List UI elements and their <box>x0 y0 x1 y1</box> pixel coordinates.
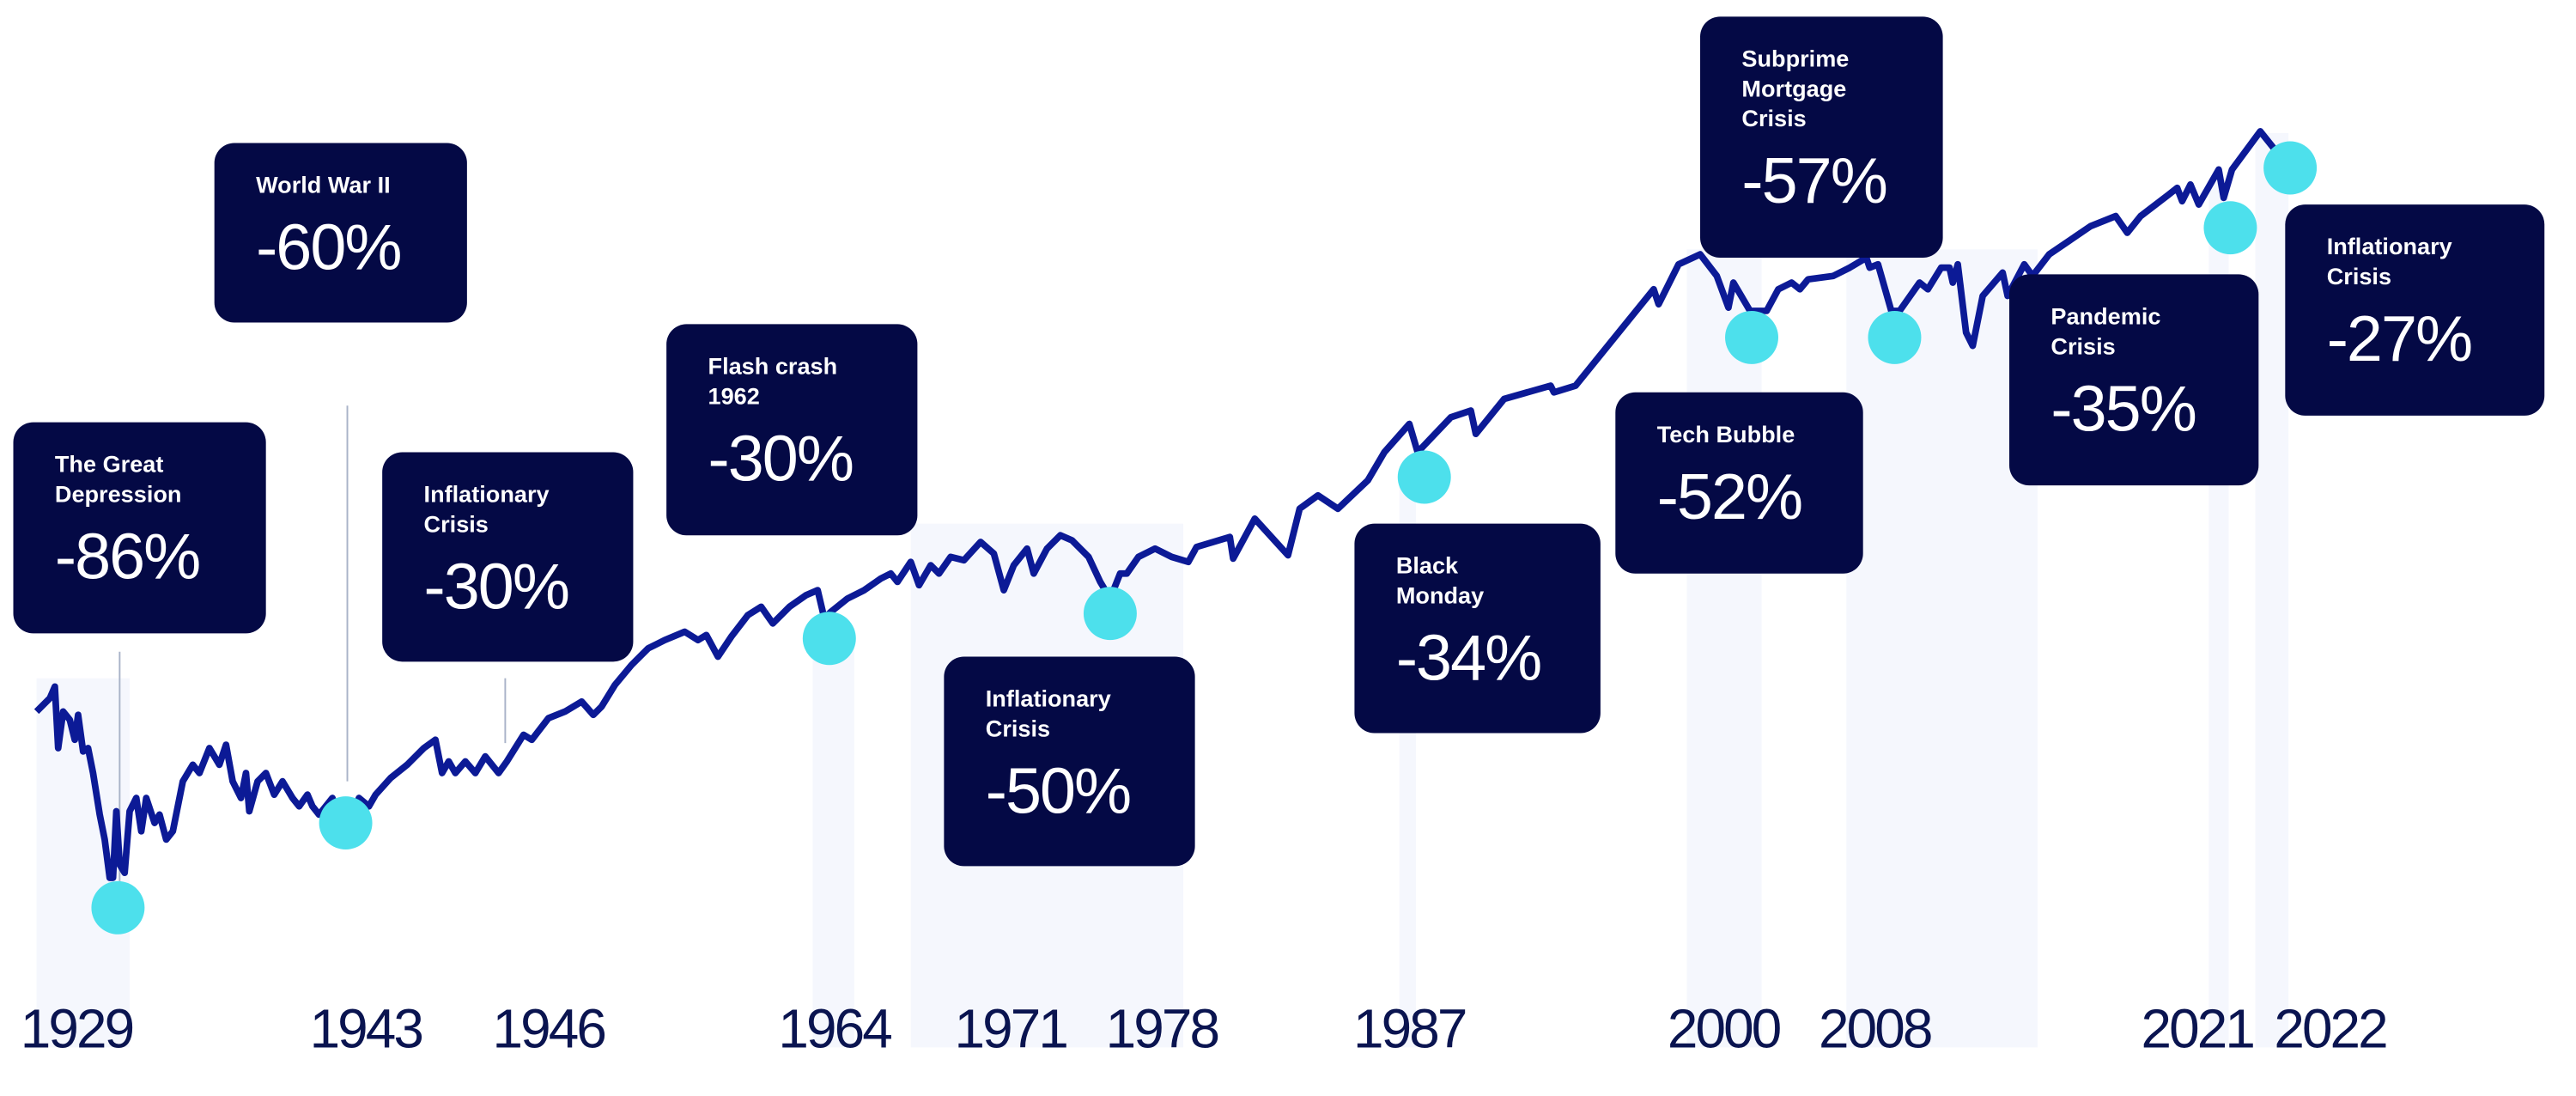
callout-value: -52% <box>1656 462 1803 534</box>
callout-value: -34% <box>1395 623 1542 696</box>
x-tick-label: 1987 <box>1353 997 1467 1059</box>
x-tick-label: 2000 <box>1667 997 1782 1059</box>
marker-2021 <box>2203 201 2257 255</box>
band-2008 <box>1846 249 2038 1048</box>
x-tick-label: 1978 <box>1105 997 1220 1059</box>
x-tick-label: 2008 <box>1818 997 1933 1059</box>
marker-1943 <box>319 796 373 850</box>
callout-value: -35% <box>2050 374 2196 446</box>
callout-title: Tech Bubble <box>1656 420 1795 448</box>
callout-subprime-mortgage-crisis: Subprime Mortgage Crisis -57% <box>1700 16 1943 259</box>
callout-value: -30% <box>423 551 570 624</box>
x-tick-label: 1929 <box>20 997 135 1059</box>
band-2000 <box>1686 249 1762 1048</box>
callout-value: -30% <box>708 423 854 496</box>
callout-inflationary-crisis-1946: Inflationary Crisis -30% <box>382 452 634 662</box>
callout-title: Inflationary Crisis <box>2326 232 2452 289</box>
callout-title: Pandemic Crisis <box>2050 302 2161 360</box>
marker-2000 <box>1725 310 1778 364</box>
band-2022 <box>2255 132 2289 1048</box>
marker-2022 <box>2263 141 2318 195</box>
callout-great-depression: The Great Depression -86% <box>13 422 266 634</box>
callout-value: -57% <box>1741 146 1887 218</box>
marker-1964 <box>802 612 856 666</box>
index-series-line <box>33 128 2276 881</box>
callout-world-war-ii: World War II -60% <box>214 143 467 323</box>
marker-1987 <box>1397 450 1451 504</box>
callout-inflationary-crisis-1978: Inflationary Crisis -50% <box>944 656 1195 867</box>
marker-1929 <box>91 880 145 935</box>
x-tick-label: 1971 <box>954 997 1069 1059</box>
callout-value: -60% <box>256 212 402 284</box>
callout-value: -86% <box>54 521 201 594</box>
callout-title: Inflationary Crisis <box>423 480 550 538</box>
callout-tech-bubble: Tech Bubble -52% <box>1615 392 1863 574</box>
callout-title: Flash crash 1962 <box>708 352 838 410</box>
callout-title: Black Monday <box>1395 551 1485 609</box>
callout-title: World War II <box>256 171 391 198</box>
callout-title: Inflationary Crisis <box>985 685 1111 742</box>
callout-black-monday: Black Monday -34% <box>1354 523 1601 734</box>
drawdown-markers <box>91 141 2318 935</box>
marker-1978 <box>1083 587 1137 641</box>
callout-title: The Great Depression <box>54 450 182 508</box>
x-tick-label: 2021 <box>2141 997 2255 1059</box>
callout-flash-crash-1962: Flash crash 1962 -30% <box>666 324 918 536</box>
callout-value: -50% <box>985 756 1132 828</box>
x-tick-label: 1943 <box>309 997 424 1059</box>
x-tick-label: 2022 <box>2274 997 2388 1059</box>
x-tick-label: 1964 <box>778 997 892 1059</box>
band-1964 <box>812 631 854 1048</box>
callout-inflationary-crisis-2022: Inflationary Crisis -27% <box>2285 204 2545 416</box>
callout-title: Subprime Mortgage Crisis <box>1741 45 1850 131</box>
marker-2008 <box>1868 310 1922 364</box>
callout-pandemic-crisis: Pandemic Crisis -35% <box>2009 274 2259 486</box>
x-tick-label: 1946 <box>492 997 606 1059</box>
callout-value: -27% <box>2326 304 2473 376</box>
